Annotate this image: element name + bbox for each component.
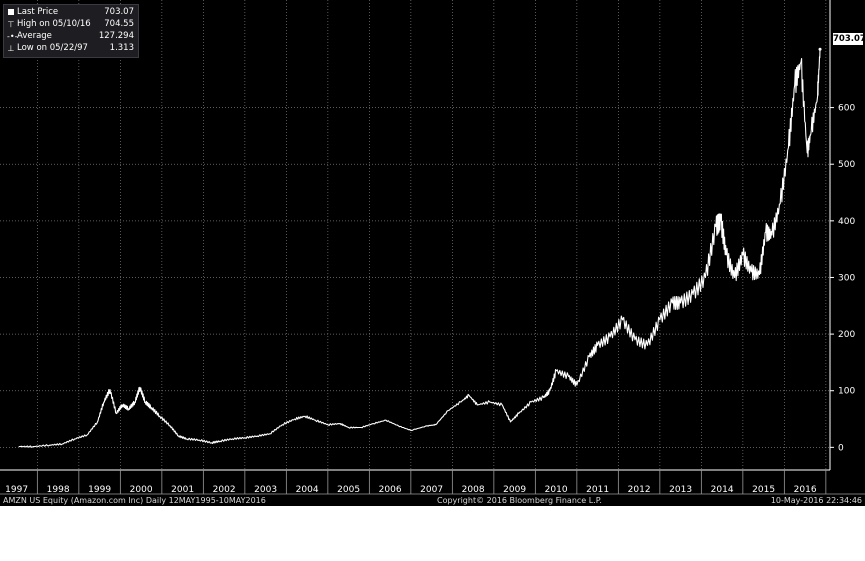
legend-row-average: -•- Average 127.294	[4, 31, 138, 42]
footer-security-info: AMZN US Equity (Amazon.com Inc) Daily 12…	[3, 496, 266, 505]
x-tick-label: 2005	[337, 485, 360, 495]
x-tick-label: 2010	[545, 485, 568, 495]
x-tick-label: 2013	[669, 485, 692, 495]
axes	[0, 0, 865, 495]
x-tick-label: 2000	[130, 485, 153, 495]
average-marker-icon: -•-	[7, 32, 18, 41]
high-marker-icon: ⊤	[7, 20, 15, 29]
y-tick-label: 0	[838, 443, 844, 453]
x-tick-label: 2015	[752, 485, 775, 495]
low-marker-icon: ⊥	[7, 44, 15, 53]
x-tick-label: 2014	[711, 485, 734, 495]
series-line-last-price	[18, 49, 821, 448]
legend-value: 703.07	[104, 7, 134, 17]
legend-label: High on 05/10/16	[17, 19, 91, 29]
legend-value: 127.294	[98, 31, 134, 41]
x-tick-label: 2004	[296, 485, 319, 495]
footer-timestamp: 10-May-2016 22:34:46	[770, 496, 862, 505]
y-tick-label: 200	[838, 330, 855, 340]
legend-value: 704.55	[104, 19, 134, 29]
footer-copyright: Copyright© 2016 Bloomberg Finance L.P.	[437, 496, 602, 505]
x-tick-label: 2012	[628, 485, 651, 495]
chart-area: 1997 1998 1999 2000 2001 2002 2003 2004 2005 2006…	[0, 0, 865, 506]
legend-label: Average	[17, 31, 52, 41]
x-tick-label: 2002	[213, 485, 236, 495]
legend-value: 1.313	[109, 43, 134, 53]
y-tick-label: 100	[838, 387, 855, 397]
x-tick-label: 2011	[586, 485, 609, 495]
price-chart: 1997 1998 1999 2000 2001 2002 2003 2004 2005 2006…	[0, 0, 865, 495]
x-tick-label: 2001	[171, 485, 194, 495]
x-tick-label: 1998	[47, 485, 70, 495]
x-tick-label: 2007	[420, 485, 443, 495]
legend-label: Low on 05/22/97	[17, 43, 88, 53]
y-tick-label: 600	[838, 104, 855, 114]
x-axis-ticks: 1997 1998 1999 2000 2001 2002 2003 2004 2005 2006…	[5, 470, 827, 495]
x-tick-label: 2009	[503, 485, 526, 495]
legend-swatch-icon	[8, 9, 14, 15]
grid-lines	[0, 0, 830, 470]
legend: Last Price 703.07 ⊤ High on 05/10/16 704…	[3, 4, 139, 58]
x-tick-label: 1999	[88, 485, 111, 495]
y-tick-label: 400	[838, 217, 855, 227]
y-tick-label: 300	[838, 273, 855, 283]
x-tick-label: 2016	[794, 485, 817, 495]
last-point-marker	[818, 47, 822, 51]
legend-row-high: ⊤ High on 05/10/16 704.55	[4, 19, 138, 30]
x-tick-label: 2006	[379, 485, 402, 495]
legend-label: Last Price	[17, 7, 59, 17]
y-axis-ticks: 0 100 200 300 400 500 600	[830, 104, 855, 453]
legend-row-last-price: Last Price 703.07	[4, 7, 138, 18]
x-tick-label: 2003	[254, 485, 277, 495]
x-tick-label: 2008	[462, 485, 485, 495]
series-layer	[18, 47, 822, 448]
y-tick-label: 500	[838, 160, 855, 170]
x-tick-label: 1997	[5, 485, 28, 495]
last-price-tag: 703.07	[833, 33, 865, 45]
legend-row-low: ⊥ Low on 05/22/97 1.313	[4, 43, 138, 54]
